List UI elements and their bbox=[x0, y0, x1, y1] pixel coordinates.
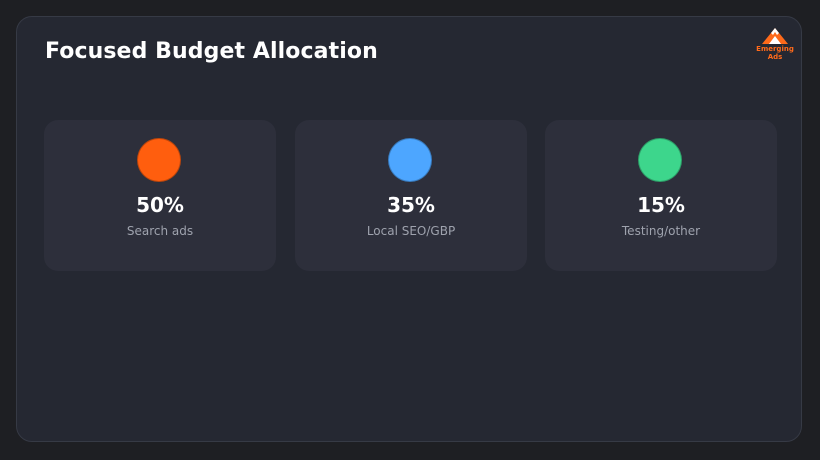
color-dot bbox=[137, 138, 181, 182]
logo-text-line1: Emerging bbox=[756, 45, 794, 53]
allocation-label: Local SEO/GBP bbox=[366, 224, 456, 238]
brand-logo: Emerging Ads bbox=[749, 27, 801, 67]
logo-text-line2: Ads bbox=[767, 53, 783, 61]
mountain-logo-icon bbox=[762, 28, 788, 44]
allocation-card-testing: 15% Testing/other bbox=[545, 120, 777, 271]
allocation-cards: 50% Search ads 35% Local SEO/GBP 15% Tes… bbox=[44, 120, 777, 271]
color-dot bbox=[638, 138, 682, 182]
color-dot bbox=[388, 138, 432, 182]
allocation-value: 50% bbox=[136, 193, 184, 217]
allocation-value: 15% bbox=[637, 193, 685, 217]
allocation-panel: Focused Budget Allocation Emerging Ads 5… bbox=[16, 16, 802, 442]
allocation-card-search: 50% Search ads bbox=[44, 120, 276, 271]
allocation-value: 35% bbox=[387, 193, 435, 217]
page-title: Focused Budget Allocation bbox=[45, 39, 378, 64]
allocation-label: Testing/other bbox=[621, 224, 701, 238]
allocation-label: Search ads bbox=[126, 224, 194, 238]
allocation-card-local-seo: 35% Local SEO/GBP bbox=[295, 120, 527, 271]
